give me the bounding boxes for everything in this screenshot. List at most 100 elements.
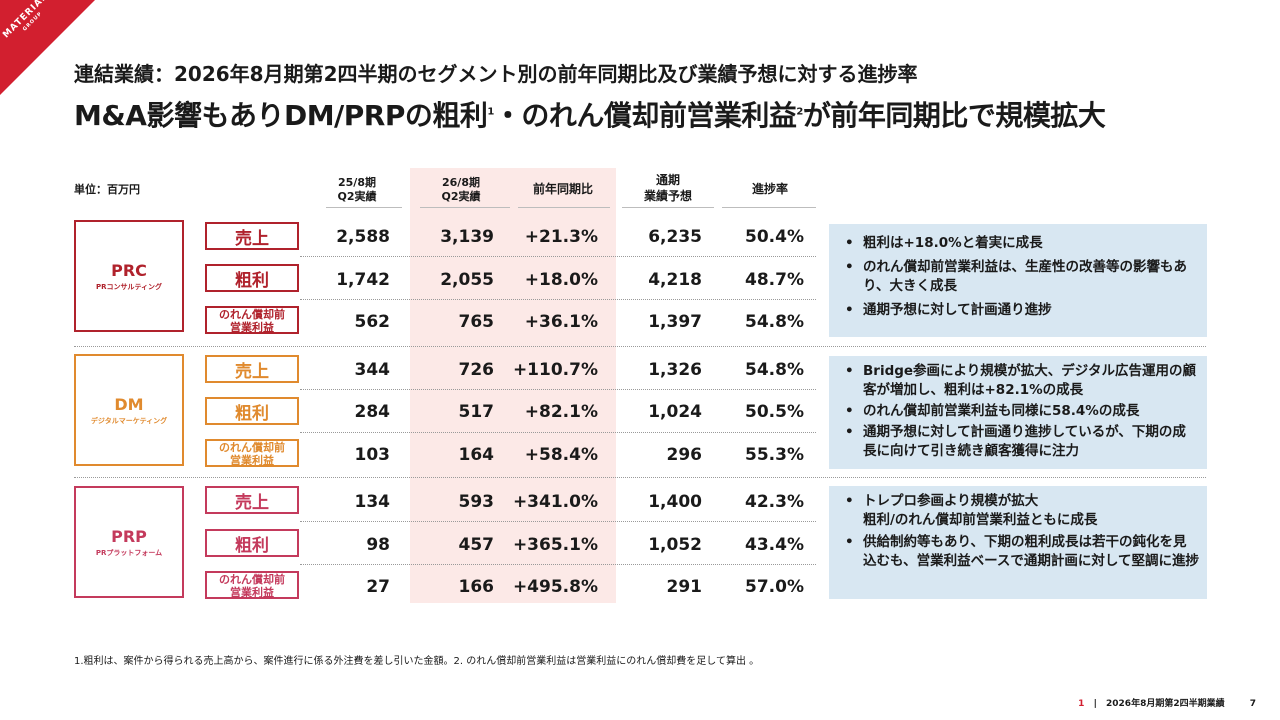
row-divider	[300, 521, 816, 522]
footnote: 1.粗利は、案件から得られる売上高から、案件進行に係る外注費を差し引いた金額。2…	[74, 656, 760, 667]
prp-gross-forecast: 1,052	[648, 535, 702, 555]
prp-sales-prev: 134	[354, 492, 391, 512]
header-rule	[622, 207, 714, 208]
footer-separator: |	[1093, 699, 1097, 709]
dm-sales-prev: 344	[354, 360, 391, 380]
page-title: M&A影響もありDM/PRPの粗利1・のれん償却前営業利益2が前年同期比で規模拡…	[74, 94, 1106, 134]
prp-op-curr: 166	[458, 577, 495, 597]
segment-divider	[74, 477, 1206, 478]
metric-op: のれん償却前 営業利益	[205, 306, 299, 334]
header-progress: 進捗率	[751, 182, 788, 196]
page-subtitle: 連結業績：2026年8月期第2四半期のセグメント別の前年同期比及び業績予想に対す…	[74, 62, 918, 86]
prp-gross-prev: 98	[366, 535, 390, 555]
row-divider	[300, 564, 816, 565]
current-period-highlight	[410, 168, 616, 603]
prc-op-yoy: +36.1%	[524, 312, 598, 332]
prp-op-yoy: +495.8%	[512, 577, 598, 597]
segment-desc: デジタルマーケティング	[90, 416, 168, 425]
dm-op-yoy: +58.4%	[524, 445, 598, 465]
prc-gross-curr: 2,055	[440, 270, 494, 290]
header-rule	[518, 207, 610, 208]
dm-sales-curr: 726	[458, 360, 495, 380]
prc-sales-curr: 3,139	[440, 227, 494, 247]
header-prev: 25/8期 Q2実績	[337, 176, 377, 203]
dm-notes: Bridge参画により規模が拡大、デジタル広告運用の顧客が増加し、粗利は+82.…	[829, 356, 1207, 469]
title-part1: M&A影響もありDM/PRPの粗利	[74, 99, 488, 132]
page-number: 7	[1249, 699, 1256, 709]
title-sup2: 2	[796, 106, 803, 118]
dm-gross-curr: 517	[458, 402, 495, 422]
prp-gross-yoy: +365.1%	[512, 535, 598, 555]
segment-name: DM	[114, 394, 144, 414]
prp-sales-progress: 42.3%	[745, 492, 804, 512]
segment-name: PRP	[111, 526, 147, 546]
dm-op-forecast: 296	[666, 445, 703, 465]
prp-notes: トレプロ参画より規模が拡大 粗利/のれん償却前営業利益ともに成長 供給制約等もあ…	[829, 486, 1207, 599]
segment-desc: PRプラットフォーム	[95, 548, 163, 557]
page-footer: 1 | 2026年8月期第2四半期業績 7	[1078, 696, 1256, 709]
dm-gross-progress: 50.5%	[745, 402, 804, 422]
note-item: トレプロ参画より規模が拡大 粗利/のれん償却前営業利益ともに成長	[843, 492, 1199, 530]
metric-sales: 売上	[205, 222, 299, 250]
prc-op-curr: 765	[458, 312, 495, 332]
note-item: 通期予想に対して計画通り進捗	[843, 301, 1199, 320]
segment-desc: PRコンサルティング	[95, 282, 163, 291]
row-divider	[300, 432, 816, 433]
title-part3: が前年同期比で規模拡大	[802, 99, 1106, 132]
metric-sales: 売上	[205, 486, 299, 514]
note-item: 供給制約等もあり、下期の粗利成長は若干の鈍化を見込むも、営業利益ベースで通期計画…	[843, 533, 1199, 571]
segment-prp: PRP PRプラットフォーム	[74, 486, 184, 598]
dm-gross-forecast: 1,024	[648, 402, 702, 422]
dm-op-curr: 164	[458, 445, 495, 465]
note-item: Bridge参画により規模が拡大、デジタル広告運用の顧客が増加し、粗利は+82.…	[843, 362, 1199, 400]
row-divider	[300, 389, 816, 390]
prc-op-forecast: 1,397	[648, 312, 702, 332]
segment-name: PRC	[111, 260, 147, 280]
dm-sales-progress: 54.8%	[745, 360, 804, 380]
row-divider	[300, 256, 816, 257]
dm-sales-yoy: +110.7%	[512, 360, 598, 380]
title-sup1: 1	[487, 106, 494, 118]
row-divider	[300, 299, 816, 300]
metric-op: のれん償却前 営業利益	[205, 439, 299, 467]
brand-corner	[0, 0, 95, 95]
prp-gross-progress: 43.4%	[745, 535, 804, 555]
header-rule	[420, 207, 510, 208]
prc-sales-forecast: 6,235	[648, 227, 702, 247]
dm-gross-yoy: +82.1%	[524, 402, 598, 422]
segment-divider	[74, 346, 1206, 347]
header-rule	[722, 207, 816, 208]
header-rule	[326, 207, 402, 208]
prp-op-prev: 27	[366, 577, 390, 597]
footer-marker: 1	[1078, 699, 1085, 709]
metric-gross: 粗利	[205, 529, 299, 557]
prp-op-forecast: 291	[666, 577, 703, 597]
dm-sales-forecast: 1,326	[648, 360, 702, 380]
prc-gross-yoy: +18.0%	[524, 270, 598, 290]
dm-op-prev: 103	[354, 445, 391, 465]
prp-sales-forecast: 1,400	[648, 492, 702, 512]
unit-label: 単位：百万円	[74, 183, 140, 196]
prp-gross-curr: 457	[458, 535, 495, 555]
prc-gross-prev: 1,742	[336, 270, 390, 290]
prp-sales-yoy: +341.0%	[512, 492, 598, 512]
prc-sales-yoy: +21.3%	[524, 227, 598, 247]
metric-op: のれん償却前 営業利益	[205, 571, 299, 599]
metric-sales: 売上	[205, 355, 299, 383]
header-curr: 26/8期 Q2実績	[441, 176, 481, 203]
header-yoy: 前年同期比	[532, 182, 593, 196]
metric-gross: 粗利	[205, 264, 299, 292]
note-item: 通期予想に対して計画通り進捗しているが、下期の成長に向けて引き続き顧客獲得に注力	[843, 423, 1199, 461]
title-part2: ・のれん償却前営業利益	[493, 99, 797, 132]
prp-sales-curr: 593	[458, 492, 495, 512]
header-forecast: 通期 業績予想	[643, 173, 692, 203]
prc-sales-progress: 50.4%	[745, 227, 804, 247]
prc-notes: 粗利は+18.0%と着実に成長 のれん償却前営業利益は、生産性の改善等の影響もあ…	[829, 224, 1207, 337]
segment-prc: PRC PRコンサルティング	[74, 220, 184, 332]
metric-gross: 粗利	[205, 397, 299, 425]
prc-gross-progress: 48.7%	[745, 270, 804, 290]
note-item: のれん償却前営業利益は、生産性の改善等の影響もあり、大きく成長	[843, 258, 1199, 296]
prc-op-prev: 562	[354, 312, 391, 332]
prc-op-progress: 54.8%	[745, 312, 804, 332]
prc-gross-forecast: 4,218	[648, 270, 702, 290]
